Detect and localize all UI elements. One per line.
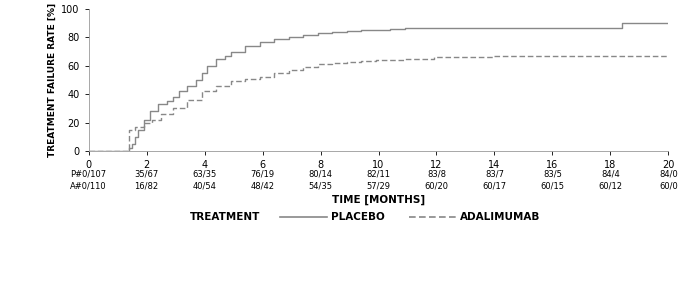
Text: 60/20: 60/20 xyxy=(424,181,449,190)
Y-axis label: TREATMENT FAILURE RATE [%]: TREATMENT FAILURE RATE [%] xyxy=(48,3,57,157)
Text: 57/29: 57/29 xyxy=(366,181,391,190)
Text: 83/5: 83/5 xyxy=(543,169,562,178)
Text: 83/8: 83/8 xyxy=(427,169,446,178)
Text: 48/42: 48/42 xyxy=(250,181,275,190)
Text: 60/15: 60/15 xyxy=(540,181,565,190)
Text: 63/35: 63/35 xyxy=(192,169,217,178)
Text: TIME [MONTHS]: TIME [MONTHS] xyxy=(332,195,425,205)
Text: 80/14: 80/14 xyxy=(308,169,333,178)
Text: 60/17: 60/17 xyxy=(482,181,507,190)
Text: PLACEBO: PLACEBO xyxy=(331,212,385,222)
Text: ADALIMUMAB: ADALIMUMAB xyxy=(460,212,541,222)
Text: A#0/110: A#0/110 xyxy=(70,181,107,190)
Text: P#0/107: P#0/107 xyxy=(71,169,106,178)
Text: 83/7: 83/7 xyxy=(485,169,504,178)
Text: 60/12: 60/12 xyxy=(598,181,623,190)
Text: 35/67: 35/67 xyxy=(134,169,159,178)
Text: 76/19: 76/19 xyxy=(250,169,275,178)
Text: 60/0: 60/0 xyxy=(659,181,678,190)
Text: 54/35: 54/35 xyxy=(308,181,333,190)
Text: 84/0: 84/0 xyxy=(659,169,678,178)
Text: 82/11: 82/11 xyxy=(366,169,391,178)
Text: 16/82: 16/82 xyxy=(134,181,159,190)
Text: TREATMENT: TREATMENT xyxy=(190,212,261,222)
Text: 84/4: 84/4 xyxy=(601,169,620,178)
Text: 40/54: 40/54 xyxy=(192,181,217,190)
